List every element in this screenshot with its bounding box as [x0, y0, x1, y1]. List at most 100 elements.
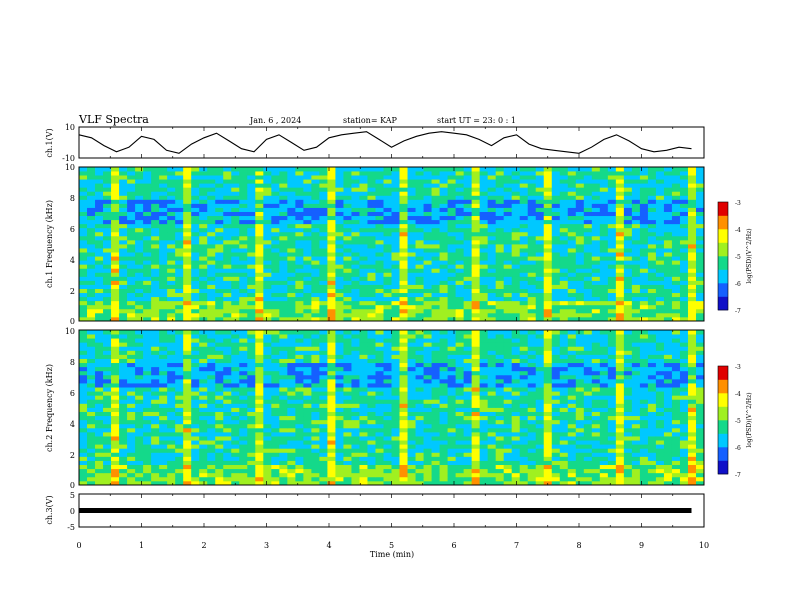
ch2-spectrogram-cell [191, 456, 200, 461]
ch1-spectrogram-cell [119, 183, 128, 188]
ch2-spectrogram-cell [463, 415, 473, 421]
ch1-spectrogram-cell [191, 308, 200, 314]
ch1-spectrogram-cell [287, 235, 296, 241]
ch1-spectrogram-cell [447, 215, 456, 221]
ch1-spectrogram-cell [207, 199, 216, 204]
ch1-spectrogram-cell [247, 219, 256, 225]
ch1-spectrogram-cell [687, 183, 697, 188]
ch1-spectrogram-cell [351, 179, 360, 184]
ch1-spectrogram-cell [215, 235, 224, 241]
ch1-spectrogram-cell [607, 219, 617, 225]
ch1-spectrogram-cell [111, 231, 120, 237]
ch2-spectrogram-cell [247, 476, 256, 482]
ch2-spectrogram-cell [95, 383, 104, 388]
ch1-spectrogram-cell [615, 300, 625, 306]
ch1-spectrogram-cell [623, 215, 633, 221]
ch1-spectrogram-cell [119, 264, 128, 269]
ch2-spectrogram-cell [695, 452, 705, 457]
ch1-spectrogram-cell [351, 272, 360, 277]
ch1-spectrogram-cell [511, 171, 521, 176]
ch1-spectrogram-cell [439, 215, 448, 221]
ch1-spectrogram-cell [407, 219, 416, 225]
ch1-spectrogram-cell [639, 207, 649, 212]
ch2-spectrogram-cell [431, 472, 440, 478]
ch2-spectrogram-cell [231, 431, 240, 437]
ch2-spectrogram-cell [623, 476, 633, 482]
ch1-spectrogram-cell [295, 231, 304, 237]
ch1-spectrogram-cell [599, 292, 609, 298]
ch1-spectrogram-cell [415, 215, 424, 221]
ch2-spectrogram-cell [127, 431, 136, 437]
ch1-spectrogram-cell [591, 264, 601, 269]
ch1-spectrogram-cell [103, 235, 112, 241]
ch2-spectrogram-cell [487, 468, 497, 474]
ch1-spectrogram-cell [543, 219, 553, 225]
ch1-spectrogram-cell [679, 199, 689, 204]
ch2-spectrogram-cell [639, 419, 649, 425]
ch1-spectrogram-cell [159, 312, 168, 318]
ch2-spectrogram-cell [559, 383, 569, 388]
ch2-spectrogram-cell [439, 448, 448, 453]
ch2-spectrogram-cell [207, 387, 216, 392]
ch1-spectrogram-cell [551, 272, 561, 277]
ch1-spectrogram-cell [279, 300, 288, 306]
ch2-spectrogram-cell [119, 448, 128, 453]
ch1-spectrogram-cell [279, 199, 288, 204]
ch1-spectrogram-cell [423, 288, 432, 294]
ch2-spectrogram-cell [375, 427, 384, 433]
ch2-spectrogram-cell [343, 431, 352, 437]
ch1-spectrogram-cell [567, 284, 577, 289]
ch2-spectrogram-cell [103, 476, 112, 482]
ch2-spectrogram-cell [303, 431, 312, 437]
ch1-spectrogram-cell [559, 260, 569, 265]
ch1-spectrogram-cell [487, 239, 497, 245]
ch1-spectrogram-cell [247, 272, 256, 277]
ch1-spectrogram-cell [407, 248, 416, 253]
ch2-spectrogram-cell [495, 423, 505, 429]
ch1-spectrogram-cell [127, 304, 136, 310]
ch1-spectrogram-cell [159, 296, 168, 302]
ch1-spectrogram-cell [679, 215, 689, 221]
ch2-spectrogram-cell [223, 468, 232, 474]
ch2-spectrogram-cell [103, 480, 112, 486]
ch1-spectrogram-cell [215, 211, 224, 217]
ch1-spectrogram-cell [455, 231, 465, 237]
ch2-spectrogram-cell [679, 383, 689, 388]
ch1-spectrogram-cell [503, 316, 513, 322]
ch2-spectrogram-cell [295, 427, 304, 433]
ch1-spectrogram-cell [319, 272, 328, 277]
ch1-spectrogram-cell [687, 219, 697, 225]
ch1-spectrogram-cell [167, 207, 176, 212]
ch1-spectrogram-cell [559, 235, 569, 241]
ch1-spectrogram-cell [695, 231, 705, 237]
ch1-spectrogram-cell [503, 223, 513, 229]
ch1-spectrogram-cell [431, 264, 440, 269]
ch2-spectrogram-cell [167, 472, 176, 478]
ch1-spectrogram-cell [543, 183, 553, 188]
ch1-spectrogram-cell [239, 308, 248, 314]
ch1-spectrogram-cell [303, 171, 312, 176]
ch2-spectrogram-cell [623, 456, 633, 461]
ch1-spectrogram-cell [463, 215, 473, 221]
ch2-spectrogram-cell [191, 436, 200, 441]
ch2-spectrogram-cell [527, 464, 537, 470]
ch2-spectrogram-cell [687, 423, 697, 429]
ch1-spectrogram-cell [615, 316, 625, 322]
ch1-spectrogram-cell [455, 288, 465, 294]
ch1-spectrogram-cell [479, 187, 489, 192]
ch1-spectrogram-cell [623, 211, 633, 217]
ch1-spectrogram-cell [487, 244, 497, 249]
ch1-spectrogram-cell [439, 211, 448, 217]
ch2-spectrogram-cell [415, 387, 424, 392]
ch1-spectrogram-cell [199, 272, 208, 277]
ch1-spectrogram-cell [191, 235, 200, 241]
ch1-spectrogram-cell [287, 256, 296, 261]
ch1-spectrogram-cell [431, 316, 440, 322]
ch1-spectrogram-cell [159, 179, 168, 184]
ch2-spectrogram-cell [479, 399, 489, 404]
ch1-spectrogram-cell [455, 304, 465, 310]
ch2-spectrogram-cell [543, 431, 553, 437]
ch1-spectrogram-cell [95, 167, 104, 172]
ch2-spectrogram-cell [215, 444, 224, 449]
ch2-spectrogram-cell [95, 436, 104, 441]
